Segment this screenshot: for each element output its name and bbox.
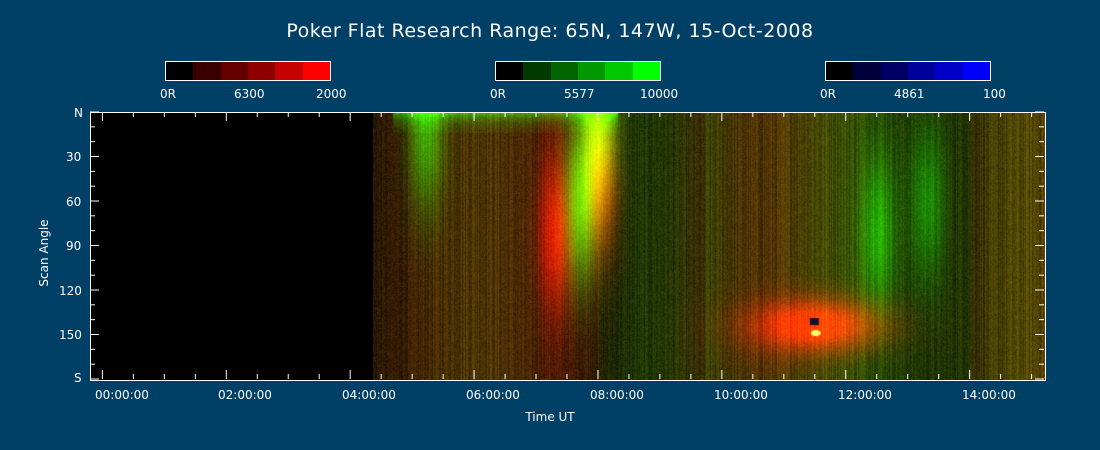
xtick-label: 12:00:00 xyxy=(838,388,892,402)
xtick-label: 02:00:00 xyxy=(218,388,272,402)
keogram-image xyxy=(91,113,1045,380)
ytick-label: 30 xyxy=(66,150,82,164)
colorbar-5577 xyxy=(495,61,661,81)
colorbar-segment xyxy=(247,62,276,80)
colorbar-4861 xyxy=(825,61,991,81)
colorbar-segment xyxy=(962,62,990,80)
colorbar-segment xyxy=(632,62,660,80)
ytick-label: 90 xyxy=(66,239,82,253)
colorbar-segment xyxy=(302,62,330,80)
ytick-label: 120 xyxy=(59,284,82,298)
colorbar-6300-low: 0R xyxy=(160,87,176,101)
colorbar-6300 xyxy=(165,61,331,81)
xtick-label: 08:00:00 xyxy=(590,388,644,402)
colorbar-segment xyxy=(826,62,854,80)
colorbar-segment xyxy=(853,62,881,80)
xtick-label: 10:00:00 xyxy=(714,388,768,402)
y-axis-label: Scan Angle xyxy=(37,219,51,287)
colorbar-segment xyxy=(605,62,633,80)
colorbar-4861-wavelength: 4861 xyxy=(894,87,925,101)
colorbar-segment xyxy=(166,62,194,80)
colorbar-6300-high: 2000 xyxy=(316,87,347,101)
colorbar-segment xyxy=(935,62,963,80)
colorbar-segment xyxy=(577,62,606,80)
xtick-label: 06:00:00 xyxy=(466,388,520,402)
colorbar-segment xyxy=(193,62,221,80)
colorbar-segment xyxy=(220,62,248,80)
xtick-label: 00:00:00 xyxy=(95,388,149,402)
x-axis-label: Time UT xyxy=(525,410,575,424)
ytick-label: 150 xyxy=(59,328,82,342)
colorbar-segment xyxy=(880,62,908,80)
ytick-label: S xyxy=(74,371,82,385)
colorbar-segment xyxy=(496,62,524,80)
chart-title: Poker Flat Research Range: 65N, 147W, 15… xyxy=(286,20,814,42)
colorbar-segment xyxy=(523,62,551,80)
xtick-label: 04:00:00 xyxy=(342,388,396,402)
colorbar-5577-high: 10000 xyxy=(640,87,679,101)
colorbar-segment xyxy=(907,62,936,80)
colorbar-5577-wavelength: 5577 xyxy=(564,87,595,101)
colorbar-5577-low: 0R xyxy=(490,87,506,101)
ytick-label: N xyxy=(74,106,83,120)
colorbar-segment xyxy=(550,62,578,80)
ytick-label: 60 xyxy=(66,195,82,209)
colorbar-6300-wavelength: 6300 xyxy=(234,87,265,101)
xtick-label: 14:00:00 xyxy=(962,388,1016,402)
keogram-plot xyxy=(90,112,1046,381)
colorbar-segment xyxy=(275,62,303,80)
colorbar-4861-low: 0R xyxy=(820,87,836,101)
colorbar-4861-high: 100 xyxy=(983,87,1006,101)
